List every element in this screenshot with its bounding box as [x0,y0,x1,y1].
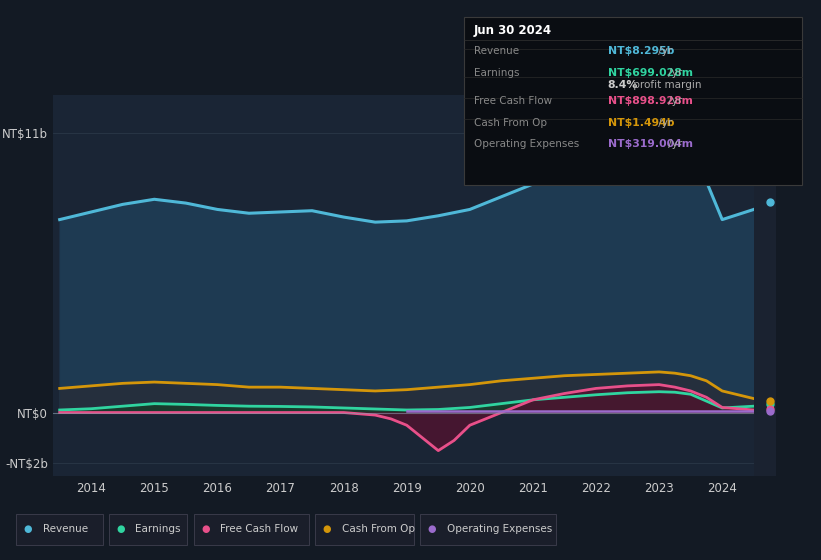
Bar [754,95,776,476]
Text: Free Cash Flow: Free Cash Flow [474,96,552,106]
Text: NT$1.494b: NT$1.494b [608,118,674,128]
Text: 8.4%: 8.4% [608,80,638,90]
Text: NT$8.295b: NT$8.295b [608,46,674,56]
Text: Free Cash Flow: Free Cash Flow [220,524,298,534]
Text: /yr: /yr [655,118,672,128]
Text: Jun 30 2024: Jun 30 2024 [474,24,552,36]
Text: /yr: /yr [665,68,682,78]
Text: Earnings: Earnings [474,68,519,78]
Text: ●: ● [24,524,32,534]
Text: Operating Expenses: Operating Expenses [474,139,579,149]
Text: ●: ● [117,524,125,534]
Text: NT$898.928m: NT$898.928m [608,96,692,106]
Text: Cash From Op: Cash From Op [474,118,547,128]
Text: /yr: /yr [665,96,682,106]
Text: Revenue: Revenue [474,46,519,56]
Text: /yr: /yr [655,46,672,56]
Text: profit margin: profit margin [630,80,701,90]
Text: NT$699.028m: NT$699.028m [608,68,693,78]
Text: ●: ● [201,524,209,534]
Text: NT$319.004m: NT$319.004m [608,139,693,149]
Text: ●: ● [323,524,331,534]
Text: /yr: /yr [665,139,682,149]
Text: Operating Expenses: Operating Expenses [447,524,552,534]
Text: Earnings: Earnings [135,524,181,534]
Text: Revenue: Revenue [43,524,88,534]
Text: Cash From Op: Cash From Op [342,524,415,534]
Text: ●: ● [428,524,436,534]
